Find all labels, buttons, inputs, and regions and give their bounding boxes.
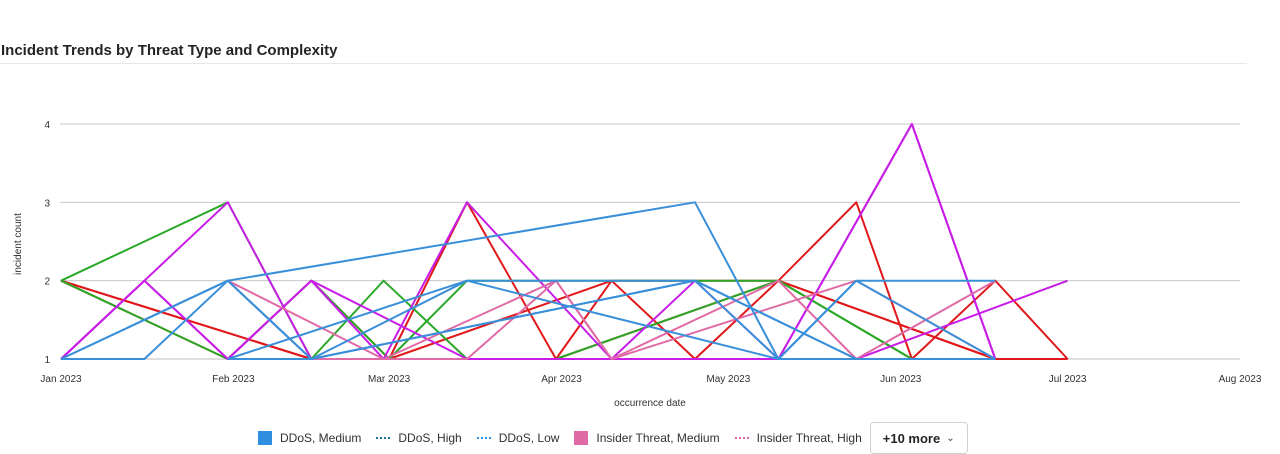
legend-swatch <box>574 431 589 445</box>
chevron-down-icon: ⌄ <box>946 432 955 444</box>
x-tick-label: Jun 2023 <box>880 374 922 385</box>
legend-more-label: +10 more <box>882 430 941 446</box>
legend-label: DDoS, High <box>398 431 462 445</box>
y-tick-label: 4 <box>44 120 50 131</box>
legend-item[interactable]: Insider Threat, High <box>734 431 862 445</box>
legend-item[interactable]: DDoS, Medium <box>258 431 361 445</box>
legend-label: Insider Threat, High <box>756 431 862 445</box>
y-tick-label: 3 <box>44 198 50 209</box>
series-line-9[interactable] <box>227 279 996 360</box>
title-divider <box>0 63 1247 64</box>
legend-item[interactable]: DDoS, High <box>376 431 462 445</box>
x-axis-ticks: Jan 2023 Feb 2023 Mar 2023 Apr 2023 May 2023… <box>40 374 1261 385</box>
legend-swatch <box>734 437 749 439</box>
series-line-8[interactable] <box>60 123 997 360</box>
x-axis-label: occurrence date <box>614 398 686 409</box>
x-tick-label: Jul 2023 <box>1049 374 1087 385</box>
line-chart: 1 2 3 4 Jan 2023 Feb 2023 Mar 2023 Apr 2023 May… <box>13 120 1262 409</box>
legend-swatch <box>376 437 391 439</box>
x-tick-label: Feb 2023 <box>212 374 255 385</box>
legend: DDoS, Medium DDoS, High DDoS, Low Insider T… <box>258 422 968 454</box>
x-tick-label: Mar 2023 <box>368 374 411 385</box>
series-line-10[interactable] <box>227 279 996 360</box>
legend-label: Insider Threat, Medium <box>596 431 720 445</box>
legend-more-button[interactable]: +10 more ⌄ <box>869 422 968 454</box>
x-tick-label: Aug 2023 <box>1219 374 1262 385</box>
legend-label: DDoS, Medium <box>280 431 362 445</box>
y-tick-label: 2 <box>44 277 50 288</box>
legend-label: DDoS, Low <box>498 431 560 445</box>
series-line-14[interactable] <box>227 279 996 360</box>
x-tick-label: Jan 2023 <box>40 374 82 385</box>
x-tick-label: May 2023 <box>706 374 750 385</box>
series-lines <box>60 123 1069 360</box>
x-tick-label: Apr 2023 <box>541 374 582 385</box>
series-line-15[interactable] <box>227 279 996 360</box>
legend-item[interactable]: DDoS, Low <box>476 431 560 445</box>
y-tick-label: 1 <box>44 355 50 366</box>
legend-item[interactable]: Insider Threat, Medium <box>574 431 720 445</box>
chart-title: Incident Trends by Threat Type and Compl… <box>1 42 338 59</box>
y-axis-label: incident count <box>13 213 24 275</box>
series-line-12[interactable] <box>60 279 996 360</box>
legend-swatch <box>258 431 272 445</box>
legend-swatch <box>476 437 491 439</box>
y-axis-ticks: 1 2 3 4 <box>44 120 50 366</box>
